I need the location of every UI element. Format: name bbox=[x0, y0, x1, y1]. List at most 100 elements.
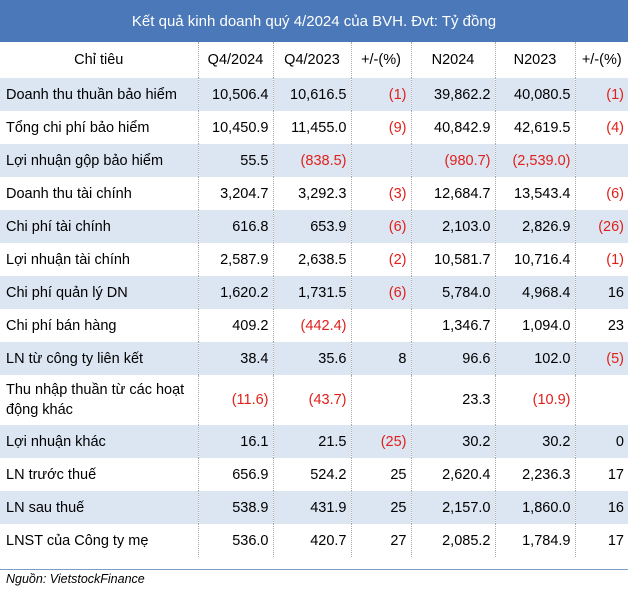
cell-n2024: 1,346.7 bbox=[410, 309, 495, 342]
cell-n2023: 1,784.9 bbox=[494, 524, 575, 557]
cell-q4-2023: 653.9 bbox=[272, 210, 351, 243]
cell-q-change: 25 bbox=[350, 458, 411, 491]
table-row: LN từ công ty liên kết 38.4 35.6 8 96.6 102.0… bbox=[0, 342, 628, 375]
cell-q4-2023: 11,455.0 bbox=[272, 111, 351, 144]
cell-indicator: LN sau thuế bbox=[0, 491, 198, 524]
bottom-rule bbox=[0, 569, 628, 570]
cell-n2024: 2,157.0 bbox=[410, 491, 495, 524]
cell-q4-2023: 420.7 bbox=[272, 524, 351, 557]
cell-q4-2024: (11.6) bbox=[197, 375, 273, 425]
cell-q4-2024: 3,204.7 bbox=[197, 177, 273, 210]
cell-indicator: Thu nhập thuần từ các hoạt động khác bbox=[6, 382, 185, 418]
cell-q4-2023: 21.5 bbox=[272, 425, 351, 458]
table-title: Kết quả kinh doanh quý 4/2024 của BVH. Đ… bbox=[0, 0, 628, 42]
cell-q4-2023: 524.2 bbox=[272, 458, 351, 491]
cell-n-change: (26) bbox=[574, 210, 628, 243]
cell-q4-2023: 35.6 bbox=[272, 342, 351, 375]
cell-q-change: (2) bbox=[350, 243, 411, 276]
col-header-indicator: Chỉ tiêu bbox=[74, 52, 124, 68]
cell-n-change: 17 bbox=[574, 524, 628, 557]
cell-q4-2024: 536.0 bbox=[197, 524, 273, 557]
cell-indicator: LN từ công ty liên kết bbox=[0, 342, 198, 375]
cell-q-change: (9) bbox=[350, 111, 411, 144]
cell-q-change: 25 bbox=[350, 491, 411, 524]
cell-n-change: 0 bbox=[574, 425, 628, 458]
cell-n2023: 10,716.4 bbox=[494, 243, 575, 276]
cell-q4-2024: 616.8 bbox=[197, 210, 273, 243]
cell-q-change: (1) bbox=[350, 78, 411, 111]
cell-q4-2024: 656.9 bbox=[197, 458, 273, 491]
cell-q4-2024: 38.4 bbox=[197, 342, 273, 375]
cell-q4-2024: 2,587.9 bbox=[197, 243, 273, 276]
cell-q-change bbox=[350, 309, 411, 342]
cell-n-change: (4) bbox=[574, 111, 628, 144]
table-row: Lợi nhuận tài chính 2,587.9 2,638.5 (2) 10,5… bbox=[0, 243, 628, 276]
table-row: LNST của Công ty mẹ 536.0 420.7 27 2,085.2 1,… bbox=[0, 524, 628, 557]
cell-n2023: 102.0 bbox=[494, 342, 575, 375]
cell-indicator: Doanh thu tài chính bbox=[6, 185, 132, 202]
cell-n-change: 16 bbox=[574, 276, 628, 309]
cell-n2023: 1,860.0 bbox=[494, 491, 575, 524]
cell-n2024: 2,620.4 bbox=[410, 458, 495, 491]
cell-n2023: 2,826.9 bbox=[494, 210, 575, 243]
cell-n2023: (10.9) bbox=[494, 375, 575, 425]
cell-q4-2023: 1,731.5 bbox=[272, 276, 351, 309]
cell-n-change bbox=[574, 375, 628, 425]
header-row: Chỉ tiêu Q4/2024 Q4/2023 +/-(%) N2024 N2… bbox=[0, 42, 628, 78]
cell-q4-2024: 55.5 bbox=[197, 144, 273, 177]
cell-n-change: (1) bbox=[574, 78, 628, 111]
cell-q-change bbox=[350, 375, 411, 425]
cell-q4-2023: 10,616.5 bbox=[272, 78, 351, 111]
cell-n-change bbox=[574, 144, 628, 177]
col-header-n2024: N2024 bbox=[410, 42, 495, 78]
cell-n2024: 40,842.9 bbox=[410, 111, 495, 144]
cell-q-change: (25) bbox=[350, 425, 411, 458]
table-row: Chi phí bán hàng 409.2 (442.4) 1,346.7 1,094… bbox=[0, 309, 628, 342]
cell-n2024: 23.3 bbox=[410, 375, 495, 425]
cell-n2024: 12,684.7 bbox=[410, 177, 495, 210]
col-header-n-change: +/-(%) bbox=[574, 42, 628, 78]
cell-q4-2023: 3,292.3 bbox=[272, 177, 351, 210]
col-header-q-change: +/-(%) bbox=[350, 42, 411, 78]
cell-n2023: (2,539.0) bbox=[494, 144, 575, 177]
cell-indicator: Lợi nhuận khác bbox=[0, 425, 198, 458]
cell-n2023: 1,094.0 bbox=[494, 309, 575, 342]
cell-n-change: 17 bbox=[574, 458, 628, 491]
table-row: LN sau thuế 538.9 431.9 25 2,157.0 1,860.0 16 bbox=[0, 491, 628, 524]
cell-n2024: 10,581.7 bbox=[410, 243, 495, 276]
cell-q-change: (6) bbox=[350, 276, 411, 309]
cell-q-change: (3) bbox=[350, 177, 411, 210]
source-note: Nguồn: VietstockFinance bbox=[6, 572, 145, 586]
cell-n2023: 2,236.3 bbox=[494, 458, 575, 491]
cell-q4-2024: 538.9 bbox=[197, 491, 273, 524]
table-row: Thu nhập thuần từ các hoạt động khác (11.… bbox=[0, 375, 628, 425]
cell-n2023: 30.2 bbox=[494, 425, 575, 458]
cell-n2023: 4,968.4 bbox=[494, 276, 575, 309]
cell-n2023: 40,080.5 bbox=[494, 78, 575, 111]
cell-q4-2024: 409.2 bbox=[197, 309, 273, 342]
cell-n-change: (5) bbox=[574, 342, 628, 375]
col-header-q4-2024: Q4/2024 bbox=[197, 42, 273, 78]
cell-q-change bbox=[350, 144, 411, 177]
cell-n-change: 16 bbox=[574, 491, 628, 524]
cell-q4-2024: 10,506.4 bbox=[197, 78, 273, 111]
cell-n2024: 30.2 bbox=[410, 425, 495, 458]
cell-q-change: 27 bbox=[350, 524, 411, 557]
table-row: LN trước thuế 656.9 524.2 25 2,620.4 2,236.3 1… bbox=[0, 458, 628, 491]
cell-q4-2024: 1,620.2 bbox=[197, 276, 273, 309]
table-row: Tổng chi phí bảo hiểm 10,450.9 11,455.0 (9)… bbox=[0, 111, 628, 144]
table-row: Doanh thu tài chính 3,204.7 3,292.3 (3) 12,6… bbox=[0, 177, 628, 210]
cell-q4-2023: 431.9 bbox=[272, 491, 351, 524]
cell-n2024: 2,103.0 bbox=[410, 210, 495, 243]
table-row: Lợi nhuận khác 16.1 21.5 (25) 30.2 30.2 0 bbox=[0, 425, 628, 458]
col-header-q4-2023: Q4/2023 bbox=[272, 42, 351, 78]
cell-q4-2023: (442.4) bbox=[272, 309, 351, 342]
cell-n2023: 13,543.4 bbox=[494, 177, 575, 210]
cell-n-change: 23 bbox=[574, 309, 628, 342]
cell-n-change: (6) bbox=[574, 177, 628, 210]
cell-n2024: 39,862.2 bbox=[410, 78, 495, 111]
cell-q4-2024: 10,450.9 bbox=[197, 111, 273, 144]
cell-n2023: 42,619.5 bbox=[494, 111, 575, 144]
cell-indicator: Doanh thu thuần bảo hiểm bbox=[0, 78, 198, 111]
